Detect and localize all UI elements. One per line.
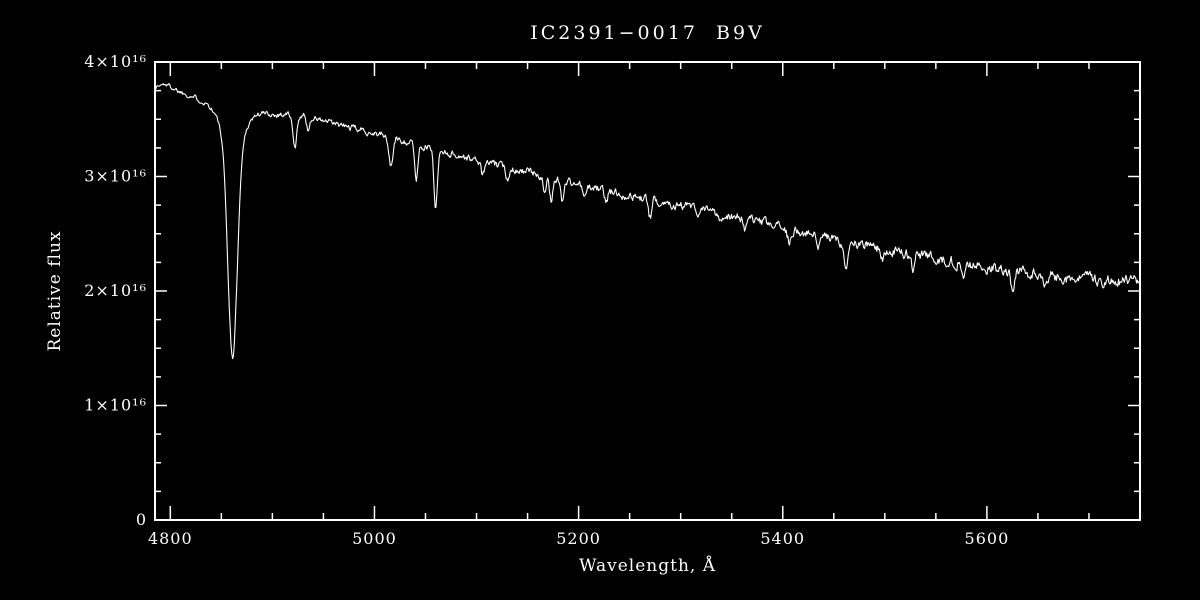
y-tick-label: 0 <box>136 510 147 529</box>
chart-title: IC2391−0017 B9V <box>530 22 765 44</box>
spectrum-line <box>155 83 1140 360</box>
axis-ticks <box>155 61 1141 521</box>
axis-tick-labels: 4800 5000 5200 5400 5600 0 1×10¹⁶ 2×10¹⁶ 3×10¹⁶ 4… <box>84 52 1010 548</box>
x-tick-label: 4800 <box>148 529 193 548</box>
y-tick-label: 3×10¹⁶ <box>84 167 147 186</box>
axes-frame <box>154 61 1141 521</box>
y-axis-label: Relative flux <box>45 230 65 352</box>
x-tick-label: 5600 <box>965 529 1010 548</box>
y-tick-label: 4×10¹⁶ <box>84 52 147 71</box>
x-tick-label: 5200 <box>556 529 601 548</box>
x-tick-label: 5400 <box>760 529 805 548</box>
x-tick-label: 5000 <box>352 529 397 548</box>
x-axis-label: Wavelength, Å <box>579 556 716 576</box>
y-tick-label: 2×10¹⁶ <box>84 281 147 300</box>
y-tick-label: 1×10¹⁶ <box>84 396 147 415</box>
